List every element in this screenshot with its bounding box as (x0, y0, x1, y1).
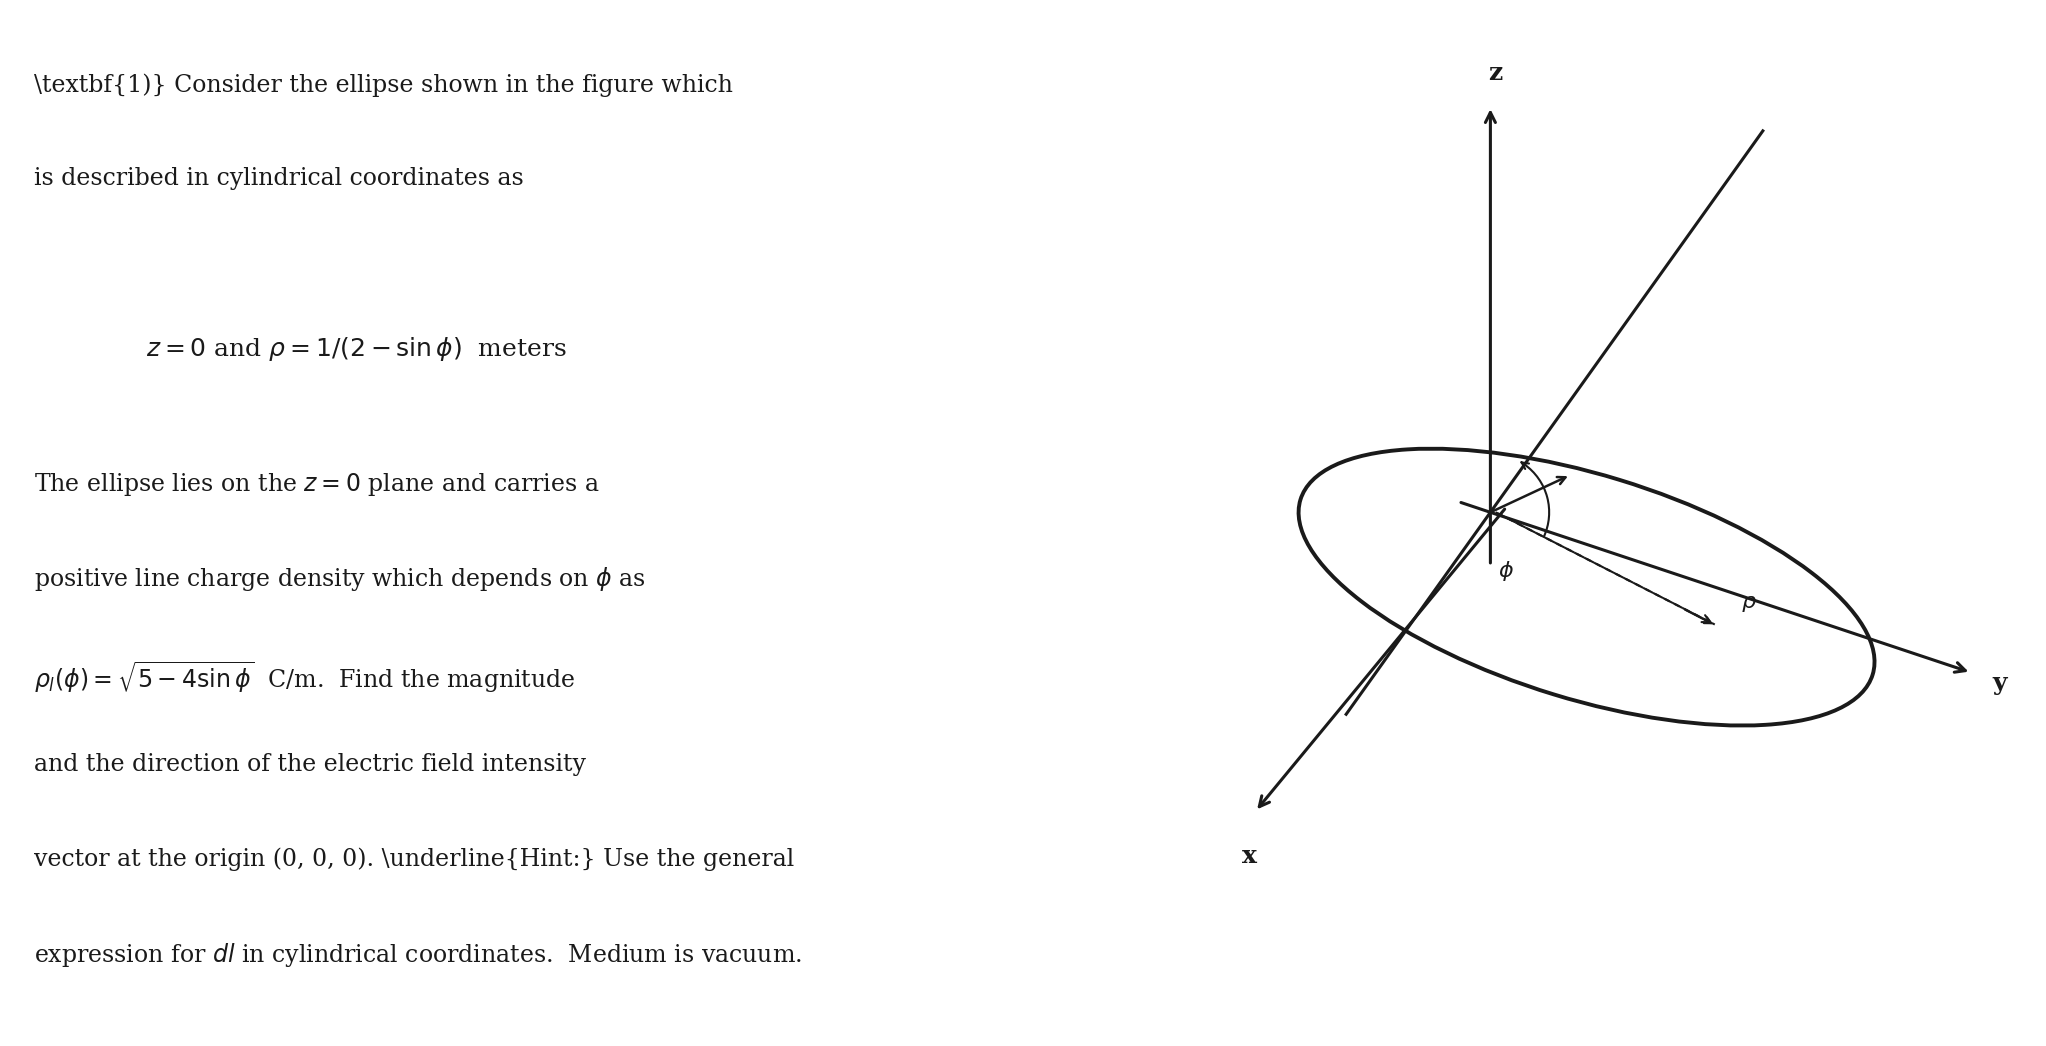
Text: and the direction of the electric field intensity: and the direction of the electric field … (35, 753, 585, 776)
Text: $\rho_l(\phi) = \sqrt{5 - 4\sin\phi}$  C/m.  Find the magnitude: $\rho_l(\phi) = \sqrt{5 - 4\sin\phi}$ C/… (35, 659, 575, 695)
Text: is described in cylindrical coordinates as: is described in cylindrical coordinates … (35, 167, 524, 190)
Text: expression for $dl$ in cylindrical coordinates.  Medium is vacuum.: expression for $dl$ in cylindrical coord… (35, 941, 802, 970)
Text: vector at the origin (0, 0, 0). \underline{Hint:} Use the general: vector at the origin (0, 0, 0). \underli… (35, 847, 794, 870)
Text: y: y (1993, 672, 2007, 696)
Text: x: x (1242, 843, 1258, 867)
Text: The ellipse lies on the $z = 0$ plane and carries a: The ellipse lies on the $z = 0$ plane an… (35, 471, 599, 498)
Text: $\rho$: $\rho$ (1741, 592, 1758, 614)
Text: $z = 0$ and $\rho = 1/(2 - \sin\phi)$  meters: $z = 0$ and $\rho = 1/(2 - \sin\phi)$ me… (147, 335, 567, 363)
Text: z: z (1489, 61, 1504, 85)
Text: \textbf{1)} Consider the ellipse shown in the figure which: \textbf{1)} Consider the ellipse shown i… (35, 73, 732, 96)
Text: positive line charge density which depends on $\phi$ as: positive line charge density which depen… (35, 565, 647, 593)
Text: $\phi$: $\phi$ (1498, 559, 1514, 583)
